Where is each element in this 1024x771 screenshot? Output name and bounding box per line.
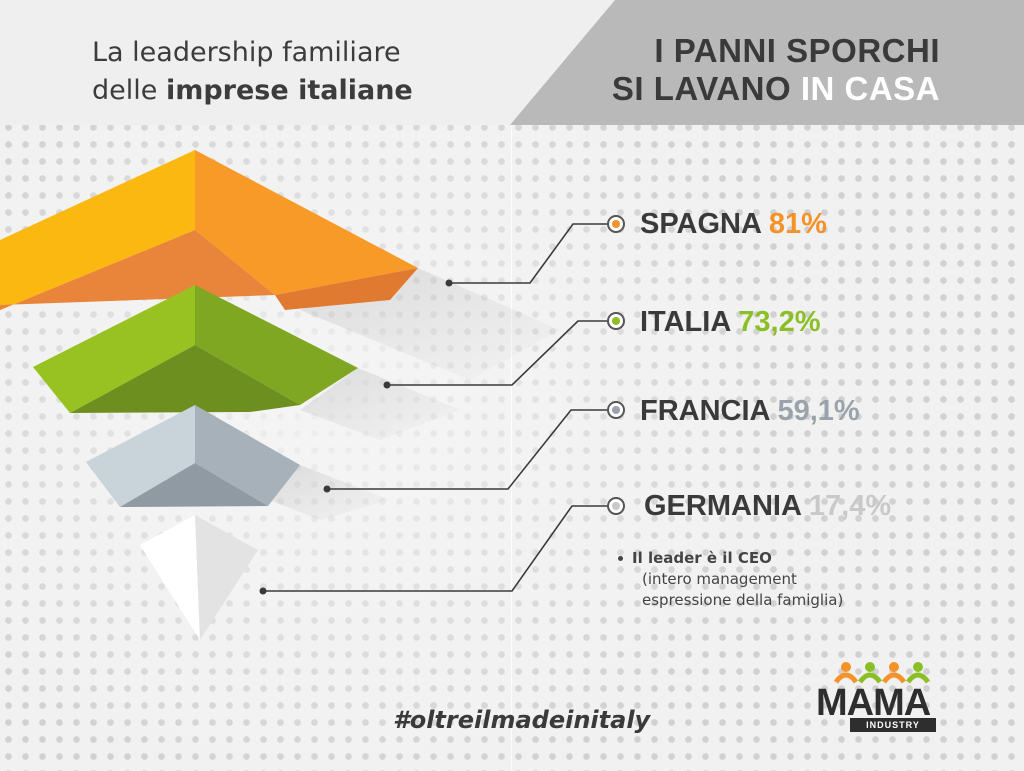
percentage-value: 17,4% (808, 490, 892, 522)
logo-subtitle: INDUSTRY (850, 718, 936, 732)
connector-italia (387, 320, 608, 386)
note-line-2: espressione della famiglia) (642, 591, 844, 609)
mama-industry-logo: MAMA INDUSTRY (812, 660, 962, 732)
country-label: ITALIA (640, 306, 731, 338)
banner-line-2: SI LAVANO IN CASA (611, 70, 940, 107)
bullet-icon (618, 556, 623, 561)
anchor-dot-spagna (445, 279, 453, 287)
entry-germania: GERMANIA 17,4% (644, 489, 891, 523)
title-line-1: La leadership familiare (92, 37, 401, 68)
footnote: Il leader è il CEO (intero management es… (618, 548, 843, 611)
shadow-tier-3 (270, 465, 390, 520)
anchor-dot-francia (323, 485, 331, 493)
percentage-value: 81% (768, 208, 827, 240)
connector-germania (263, 505, 608, 592)
connector-francia (327, 409, 608, 490)
country-label: FRANCIA (640, 395, 770, 427)
anchor-dot-italia (383, 381, 391, 389)
tier-spagna (0, 150, 418, 310)
banner-line-1: I PANNI SPORCHI (654, 32, 940, 69)
anchor-dot-germania (259, 587, 267, 595)
note-title: Il leader è il CEO (632, 549, 772, 567)
country-label: SPAGNA (640, 208, 761, 240)
percentage-value: 73,2% (738, 306, 821, 338)
marker-spagna (607, 215, 625, 233)
logo-wordmark: MAMA (816, 682, 931, 724)
marker-germania (607, 497, 625, 515)
entry-italia: ITALIA 73,2% (640, 305, 821, 339)
hashtag: #oltreilmadeinitaly (393, 706, 651, 734)
title-line-2: delle imprese italiane (92, 75, 413, 106)
percentage-value: 59,1% (777, 395, 860, 427)
shadow-tier-2 (300, 368, 460, 440)
entry-francia: FRANCIA 59,1% (640, 394, 860, 428)
people-icon (834, 662, 931, 684)
marker-italia (607, 312, 625, 330)
title-banner (510, 0, 1024, 125)
country-label: GERMANIA (644, 490, 801, 522)
entry-spagna: SPAGNA 81% (640, 207, 827, 241)
page-title: La leadership familiare delle imprese it… (92, 34, 413, 110)
connector-spagna (449, 223, 608, 284)
tier-francia (86, 405, 300, 507)
tier-italia (33, 285, 358, 413)
banner-slogan: I PANNI SPORCHI SI LAVANO IN CASA (612, 32, 940, 108)
note-line-1: (intero management (642, 570, 797, 588)
tier-germania (140, 515, 258, 640)
marker-francia (607, 401, 625, 419)
center-divider (511, 125, 512, 771)
